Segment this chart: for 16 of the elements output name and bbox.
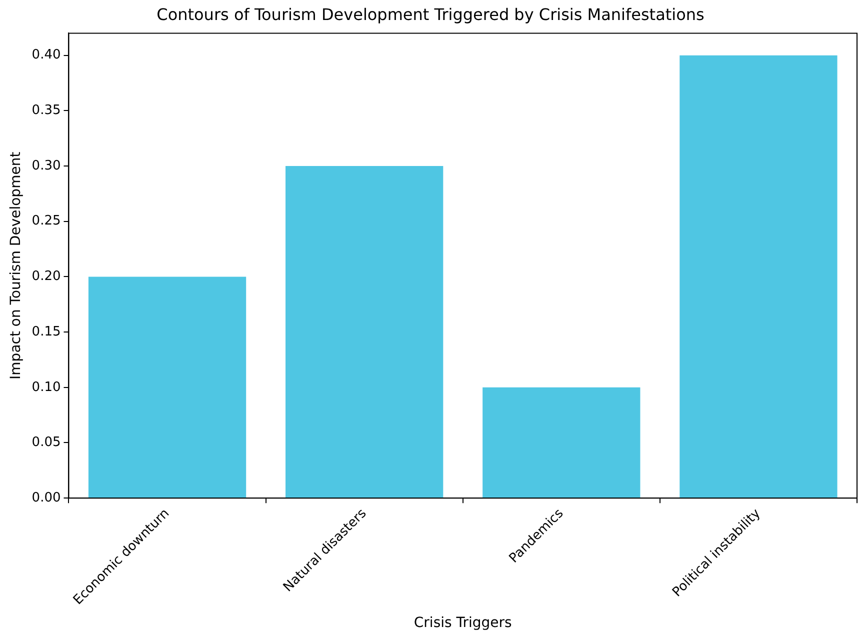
y-tick-label: 0.40 bbox=[32, 48, 61, 63]
bar bbox=[680, 55, 838, 498]
y-tick-label: 0.10 bbox=[32, 380, 61, 395]
y-tick-label: 0.30 bbox=[32, 158, 61, 174]
y-tick-label: 0.05 bbox=[32, 435, 61, 450]
y-tick-label: 0.35 bbox=[32, 103, 61, 118]
y-tick-label: 0.20 bbox=[32, 269, 61, 284]
y-tick-label: 0.15 bbox=[32, 324, 61, 340]
bar bbox=[482, 387, 640, 498]
y-axis-title: Impact on Tourism Development bbox=[8, 151, 24, 380]
chart-title: Contours of Tourism Development Triggered by Crisis Manifestations bbox=[156, 4, 704, 24]
bar bbox=[286, 166, 444, 498]
x-axis-title: Crisis Triggers bbox=[414, 615, 512, 632]
y-tick-label: 0.25 bbox=[32, 214, 61, 229]
bar bbox=[88, 276, 246, 498]
y-tick-label: 0.00 bbox=[32, 490, 61, 506]
